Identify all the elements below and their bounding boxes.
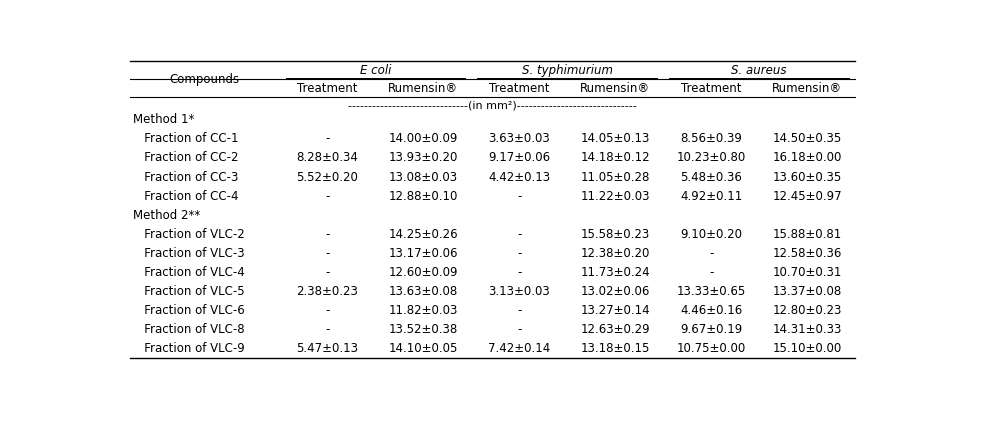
Text: 13.27±0.14: 13.27±0.14 xyxy=(580,304,650,317)
Text: 15.10±0.00: 15.10±0.00 xyxy=(772,342,842,355)
Text: 2.38±0.23: 2.38±0.23 xyxy=(297,285,358,298)
Text: Treatment: Treatment xyxy=(297,82,357,95)
Text: 13.17±0.06: 13.17±0.06 xyxy=(389,247,458,259)
Text: 7.42±0.14: 7.42±0.14 xyxy=(488,342,550,355)
Text: -: - xyxy=(517,323,522,336)
Text: Rumensin®: Rumensin® xyxy=(388,82,458,95)
Text: -: - xyxy=(326,190,330,202)
Text: Fraction of VLC-8: Fraction of VLC-8 xyxy=(133,323,245,336)
Text: Fraction of CC-3: Fraction of CC-3 xyxy=(133,170,239,184)
Text: 5.48±0.36: 5.48±0.36 xyxy=(680,170,742,184)
Text: 4.42±0.13: 4.42±0.13 xyxy=(488,170,550,184)
Text: -: - xyxy=(326,132,330,145)
Text: -: - xyxy=(517,304,522,317)
Text: 14.05±0.13: 14.05±0.13 xyxy=(580,132,649,145)
Text: 11.05±0.28: 11.05±0.28 xyxy=(580,170,649,184)
Text: Fraction of CC-1: Fraction of CC-1 xyxy=(133,132,239,145)
Text: 12.58±0.36: 12.58±0.36 xyxy=(772,247,842,259)
Text: -: - xyxy=(709,247,713,259)
Text: ------------------------------(in mm²)------------------------------: ------------------------------(in mm²)--… xyxy=(348,101,637,111)
Text: -: - xyxy=(326,247,330,259)
Text: Fraction of VLC-9: Fraction of VLC-9 xyxy=(133,342,245,355)
Text: Fraction of VLC-2: Fraction of VLC-2 xyxy=(133,227,245,241)
Text: 11.73±0.24: 11.73±0.24 xyxy=(580,266,650,279)
Text: 13.37±0.08: 13.37±0.08 xyxy=(772,285,842,298)
Text: Method 1*: Method 1* xyxy=(133,113,194,127)
Text: 12.45±0.97: 12.45±0.97 xyxy=(772,190,842,202)
Text: 14.10±0.05: 14.10±0.05 xyxy=(389,342,458,355)
Text: Rumensin®: Rumensin® xyxy=(772,82,842,95)
Text: 11.82±0.03: 11.82±0.03 xyxy=(389,304,458,317)
Text: 13.60±0.35: 13.60±0.35 xyxy=(772,170,842,184)
Text: Fraction of CC-4: Fraction of CC-4 xyxy=(133,190,239,202)
Text: Fraction of CC-2: Fraction of CC-2 xyxy=(133,152,239,164)
Text: -: - xyxy=(517,266,522,279)
Text: 13.52±0.38: 13.52±0.38 xyxy=(389,323,458,336)
Text: 8.28±0.34: 8.28±0.34 xyxy=(297,152,358,164)
Text: Treatment: Treatment xyxy=(681,82,742,95)
Text: 10.70±0.31: 10.70±0.31 xyxy=(772,266,842,279)
Text: 13.33±0.65: 13.33±0.65 xyxy=(676,285,745,298)
Text: Fraction of VLC-3: Fraction of VLC-3 xyxy=(133,247,245,259)
Text: 13.08±0.03: 13.08±0.03 xyxy=(389,170,458,184)
Text: 10.75±0.00: 10.75±0.00 xyxy=(676,342,745,355)
Text: Fraction of VLC-6: Fraction of VLC-6 xyxy=(133,304,245,317)
Text: E coli: E coli xyxy=(359,64,391,77)
Text: 12.63±0.29: 12.63±0.29 xyxy=(580,323,650,336)
Text: -: - xyxy=(517,190,522,202)
Text: 10.23±0.80: 10.23±0.80 xyxy=(676,152,745,164)
Text: 5.47±0.13: 5.47±0.13 xyxy=(296,342,358,355)
Text: Fraction of VLC-5: Fraction of VLC-5 xyxy=(133,285,245,298)
Text: 4.46±0.16: 4.46±0.16 xyxy=(680,304,742,317)
Text: Method 2**: Method 2** xyxy=(133,209,200,222)
Text: 12.88±0.10: 12.88±0.10 xyxy=(389,190,458,202)
Text: 12.80±0.23: 12.80±0.23 xyxy=(772,304,842,317)
Text: 15.58±0.23: 15.58±0.23 xyxy=(580,227,649,241)
Text: 15.88±0.81: 15.88±0.81 xyxy=(772,227,842,241)
Text: 9.10±0.20: 9.10±0.20 xyxy=(680,227,742,241)
Text: 12.60±0.09: 12.60±0.09 xyxy=(389,266,458,279)
Text: 8.56±0.39: 8.56±0.39 xyxy=(680,132,742,145)
Text: -: - xyxy=(709,266,713,279)
Text: -: - xyxy=(326,227,330,241)
Text: 13.02±0.06: 13.02±0.06 xyxy=(580,285,649,298)
Text: -: - xyxy=(517,247,522,259)
Text: -: - xyxy=(326,266,330,279)
Text: Rumensin®: Rumensin® xyxy=(580,82,650,95)
Text: 3.13±0.03: 3.13±0.03 xyxy=(488,285,550,298)
Text: 14.00±0.09: 14.00±0.09 xyxy=(389,132,458,145)
Text: 9.67±0.19: 9.67±0.19 xyxy=(680,323,742,336)
Text: 14.31±0.33: 14.31±0.33 xyxy=(772,323,842,336)
Text: 13.18±0.15: 13.18±0.15 xyxy=(580,342,649,355)
Text: -: - xyxy=(326,304,330,317)
Text: 12.38±0.20: 12.38±0.20 xyxy=(580,247,649,259)
Text: 13.93±0.20: 13.93±0.20 xyxy=(389,152,458,164)
Text: 3.63±0.03: 3.63±0.03 xyxy=(488,132,550,145)
Text: 5.52±0.20: 5.52±0.20 xyxy=(297,170,358,184)
Text: 16.18±0.00: 16.18±0.00 xyxy=(772,152,842,164)
Text: -: - xyxy=(326,323,330,336)
Text: S. typhimurium: S. typhimurium xyxy=(522,64,613,77)
Text: Compounds: Compounds xyxy=(169,73,240,86)
Text: 11.22±0.03: 11.22±0.03 xyxy=(580,190,649,202)
Text: -: - xyxy=(517,227,522,241)
Text: 4.92±0.11: 4.92±0.11 xyxy=(680,190,742,202)
Text: 14.25±0.26: 14.25±0.26 xyxy=(388,227,458,241)
Text: Treatment: Treatment xyxy=(489,82,549,95)
Text: 14.18±0.12: 14.18±0.12 xyxy=(580,152,650,164)
Text: 13.63±0.08: 13.63±0.08 xyxy=(389,285,458,298)
Text: Fraction of VLC-4: Fraction of VLC-4 xyxy=(133,266,245,279)
Text: S. aureus: S. aureus xyxy=(732,64,787,77)
Text: 9.17±0.06: 9.17±0.06 xyxy=(488,152,550,164)
Text: 14.50±0.35: 14.50±0.35 xyxy=(772,132,842,145)
